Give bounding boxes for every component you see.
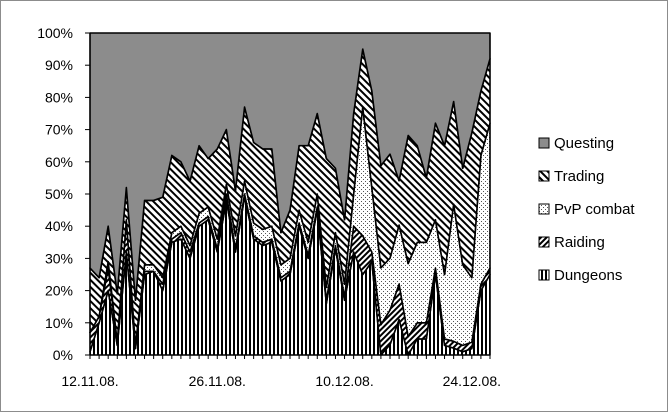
legend-item-raiding: Raiding	[538, 234, 605, 251]
legend-label: Raiding	[554, 234, 605, 251]
legend-swatch	[538, 236, 550, 248]
legend-item-trading: Trading	[538, 168, 604, 185]
y-tick-label: 10%	[45, 315, 73, 331]
y-tick-label: 90%	[45, 57, 73, 73]
plot-area	[89, 32, 491, 356]
y-tick-label: 60%	[45, 154, 73, 170]
x-tick-label: 26.11.08.	[189, 373, 246, 389]
x-tick-label: 10.12.08.	[315, 373, 373, 389]
y-tick-label: 40%	[45, 218, 73, 234]
y-tick-label: 70%	[45, 122, 73, 138]
legend-label: PvP combat	[554, 201, 635, 218]
legend-swatch	[538, 170, 550, 182]
y-tick-label: 80%	[45, 89, 73, 105]
y-tick-label: 0%	[53, 347, 73, 363]
legend-swatch	[538, 269, 550, 281]
legend-label: Questing	[554, 135, 614, 152]
y-tick-label: 30%	[45, 250, 73, 266]
axes: 0% 10% 20% 30% 40% 50% 60% 70% 80% 90% 100% 12.11.0…	[37, 25, 501, 389]
legend-item-pvp-combat: PvP combat	[538, 201, 635, 218]
x-tick-label: 24.12.08.	[443, 373, 501, 389]
y-tick-label: 100%	[37, 25, 73, 41]
legend-label: Trading	[554, 168, 604, 185]
y-tick-label: 20%	[45, 283, 73, 299]
legend: Questing Trading PvP combat Raiding Dungeons	[538, 135, 635, 284]
legend-swatch	[538, 203, 550, 215]
y-tick-label: 50%	[45, 186, 73, 202]
legend-label: Dungeons	[554, 267, 622, 284]
legend-swatch	[538, 137, 550, 149]
x-tick-label: 12.11.08.	[61, 373, 118, 389]
legend-item-dungeons: Dungeons	[538, 267, 622, 284]
legend-item-questing: Questing	[538, 135, 614, 152]
